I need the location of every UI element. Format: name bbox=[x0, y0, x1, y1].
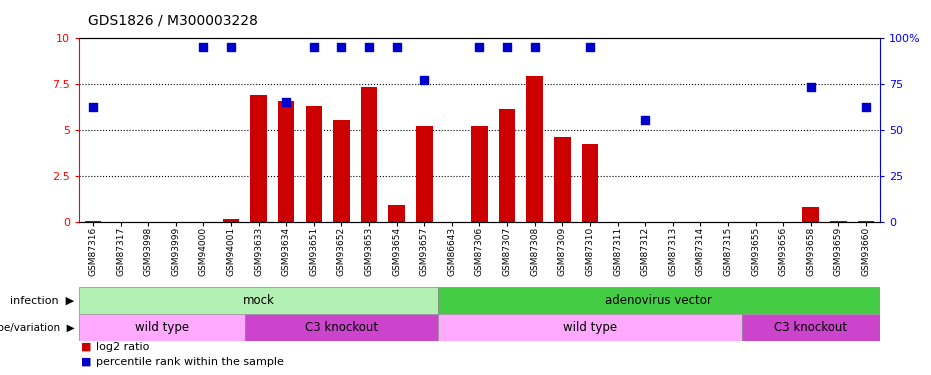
Bar bbox=[79, 287, 439, 314]
Point bbox=[527, 44, 542, 50]
Text: percentile rank within the sample: percentile rank within the sample bbox=[96, 357, 284, 367]
Bar bbox=[439, 287, 880, 314]
Bar bbox=[85, 221, 101, 222]
Point bbox=[472, 44, 487, 50]
Bar bbox=[388, 205, 405, 222]
Text: C3 knockout: C3 knockout bbox=[775, 321, 847, 334]
Bar bbox=[439, 314, 742, 341]
Text: adenovirus vector: adenovirus vector bbox=[605, 294, 712, 307]
Text: wild type: wild type bbox=[135, 321, 189, 334]
Text: mock: mock bbox=[243, 294, 275, 307]
Bar bbox=[360, 87, 377, 222]
Bar bbox=[223, 219, 239, 222]
Point bbox=[306, 44, 321, 50]
Point bbox=[583, 44, 598, 50]
Text: ■: ■ bbox=[81, 342, 91, 352]
Text: C3 knockout: C3 knockout bbox=[304, 321, 378, 334]
Bar bbox=[554, 137, 571, 222]
Text: ■: ■ bbox=[81, 357, 91, 367]
Text: infection  ▶: infection ▶ bbox=[10, 296, 74, 306]
Bar bbox=[830, 221, 846, 222]
Bar bbox=[333, 120, 350, 222]
Point bbox=[86, 105, 101, 111]
Point bbox=[638, 117, 653, 123]
Point bbox=[389, 44, 404, 50]
Bar bbox=[416, 126, 433, 222]
Point bbox=[858, 105, 873, 111]
Bar bbox=[278, 101, 294, 222]
Text: wild type: wild type bbox=[563, 321, 617, 334]
Text: log2 ratio: log2 ratio bbox=[96, 342, 149, 352]
Bar bbox=[526, 76, 543, 222]
Bar bbox=[803, 207, 819, 222]
Bar bbox=[582, 144, 599, 222]
Text: GDS1826 / M300003228: GDS1826 / M300003228 bbox=[88, 13, 258, 27]
Point bbox=[223, 44, 238, 50]
Point bbox=[417, 77, 432, 83]
Bar bbox=[471, 126, 488, 222]
Bar bbox=[245, 314, 439, 341]
Point bbox=[803, 84, 818, 90]
Point bbox=[500, 44, 515, 50]
Bar bbox=[499, 109, 516, 222]
Bar bbox=[79, 314, 245, 341]
Bar bbox=[742, 314, 880, 341]
Bar bbox=[250, 94, 267, 222]
Point bbox=[196, 44, 210, 50]
Text: genotype/variation  ▶: genotype/variation ▶ bbox=[0, 323, 74, 333]
Bar bbox=[857, 221, 874, 222]
Point bbox=[278, 99, 293, 105]
Point bbox=[361, 44, 376, 50]
Point bbox=[334, 44, 349, 50]
Bar bbox=[305, 106, 322, 222]
